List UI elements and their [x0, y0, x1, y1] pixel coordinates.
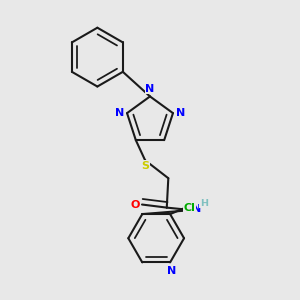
Text: N: N	[176, 107, 185, 118]
Text: N: N	[115, 107, 124, 118]
Text: O: O	[130, 200, 140, 209]
Text: H: H	[200, 199, 208, 208]
Text: N: N	[146, 84, 154, 94]
Text: S: S	[141, 161, 149, 171]
Text: Cl: Cl	[184, 203, 196, 213]
Text: N: N	[167, 266, 176, 276]
Text: N: N	[193, 203, 202, 214]
